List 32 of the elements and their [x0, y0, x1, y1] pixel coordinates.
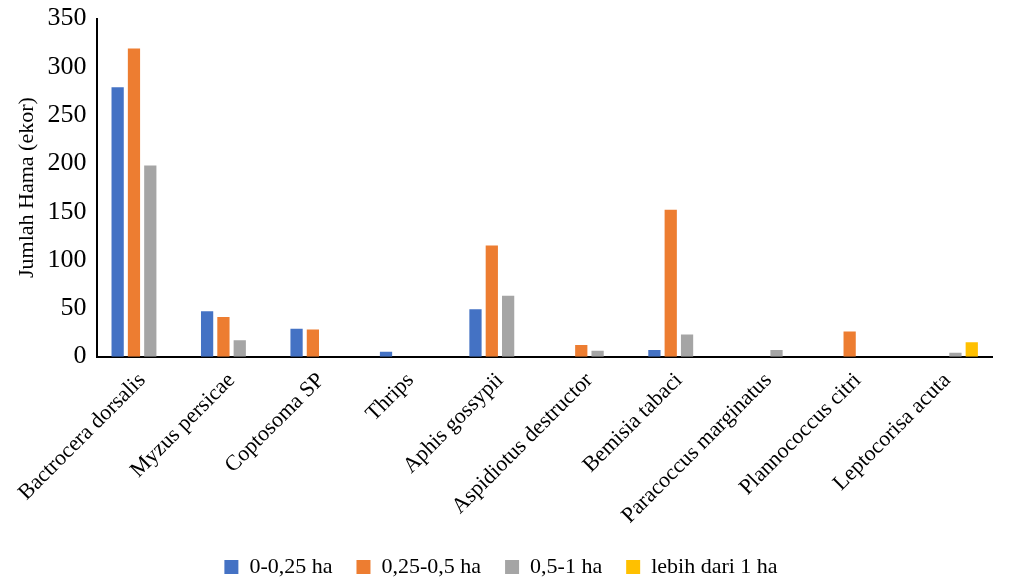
bar — [648, 349, 661, 357]
bar — [591, 350, 604, 357]
bar — [575, 345, 588, 357]
bar — [217, 317, 230, 357]
bar — [965, 342, 978, 357]
bar — [144, 165, 157, 357]
y-tick-label: 350 — [47, 2, 87, 32]
bar — [664, 209, 677, 357]
bar — [469, 309, 482, 357]
bar — [290, 328, 303, 357]
y-tick-label: 50 — [60, 292, 87, 322]
y-tick-label: 250 — [47, 99, 87, 129]
legend-label: 0,5-1 ha — [530, 552, 603, 578]
bar — [111, 87, 124, 357]
bar — [502, 295, 515, 357]
y-axis-title: Jumlah Hama (ekor) — [12, 97, 38, 279]
y-tick-label: 300 — [47, 50, 87, 80]
bar — [306, 329, 320, 357]
bar — [485, 245, 498, 357]
bar — [127, 48, 141, 357]
legend-label: lebih dari 1 ha — [651, 552, 778, 578]
bar — [843, 331, 856, 357]
y-tick-label: 150 — [47, 195, 87, 225]
legend-label: 0-0,25 ha — [249, 552, 333, 578]
bar — [770, 349, 783, 357]
y-tick-label: 200 — [47, 147, 87, 177]
y-tick-label: 0 — [73, 340, 87, 370]
bar — [233, 340, 246, 357]
bar — [680, 334, 694, 357]
legend-label: 0,25-0,5 ha — [381, 552, 482, 578]
bar — [200, 311, 214, 357]
y-tick-label: 100 — [47, 243, 87, 273]
